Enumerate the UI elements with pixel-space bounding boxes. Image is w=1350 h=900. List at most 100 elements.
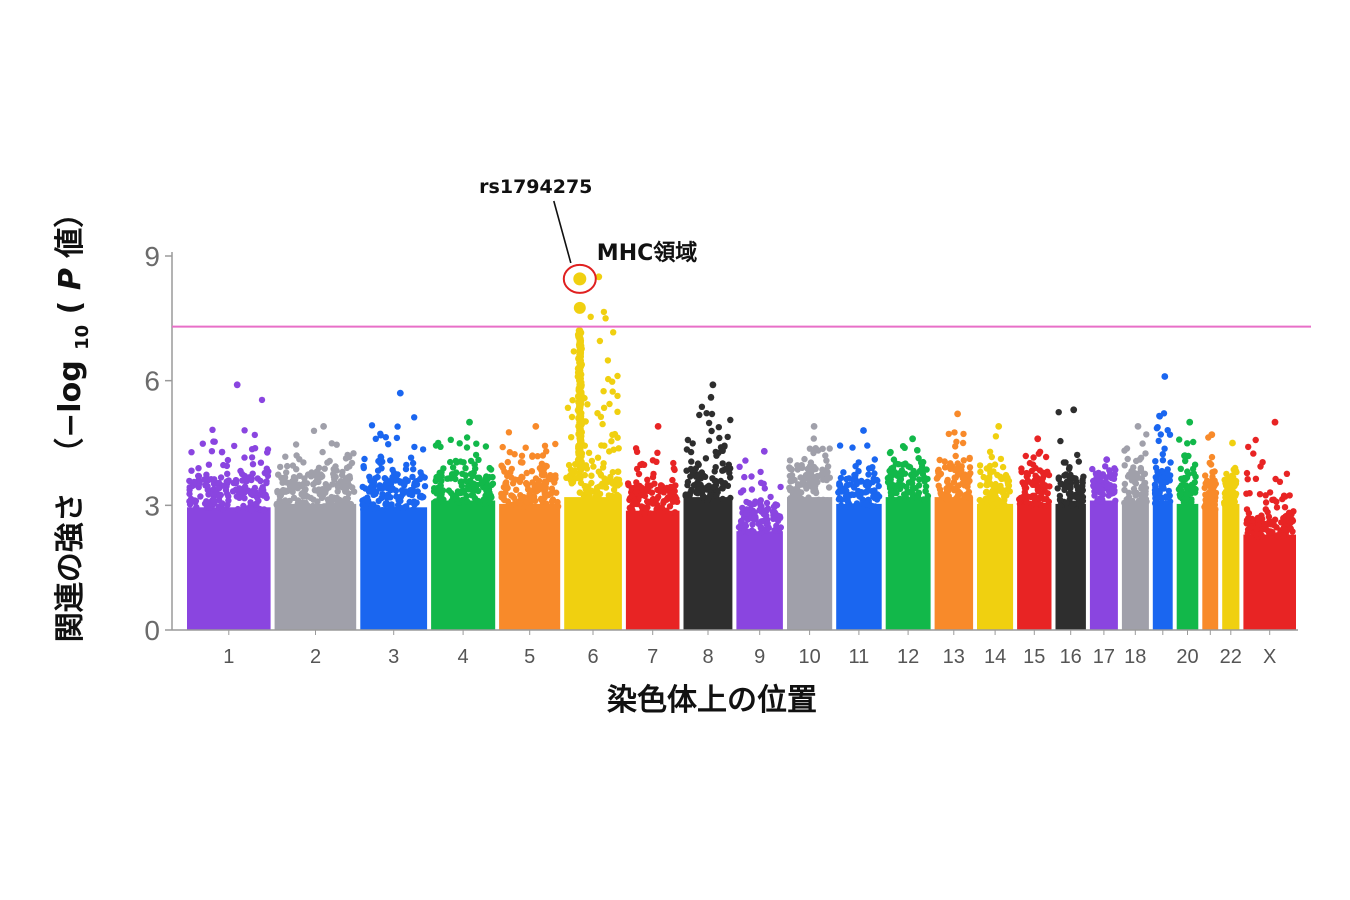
snp-point [462, 477, 469, 485]
snp-point [1162, 494, 1170, 501]
snp-point [1287, 519, 1295, 526]
x-tick-label: 9 [754, 646, 765, 668]
snp-point [1177, 465, 1185, 472]
snp-point [298, 490, 305, 497]
snp-point [683, 446, 691, 453]
x-tick-label: 18 [1124, 646, 1146, 668]
chromosome-6-points [563, 272, 623, 630]
x-tick-label: 5 [524, 646, 535, 668]
snp-point [719, 460, 726, 467]
snp-point [842, 492, 850, 500]
snp-point [417, 469, 424, 476]
snp-point [400, 488, 407, 495]
snp-point [452, 470, 459, 477]
snp-point [387, 457, 394, 464]
snp-point [1024, 493, 1031, 500]
snp-point [905, 488, 913, 496]
snp-point [518, 452, 526, 459]
snp-point [523, 469, 530, 477]
chromosome-20-points [1175, 418, 1199, 630]
snp-point [231, 442, 238, 450]
snp-point [210, 498, 218, 505]
snp-point [701, 473, 709, 480]
snp-point [991, 461, 999, 468]
snp-point [259, 484, 266, 491]
snp-point [993, 500, 1001, 507]
snp-point [644, 476, 651, 483]
y-tick-label: 0 [144, 615, 160, 646]
snp-point [195, 472, 203, 480]
snp-point [794, 462, 801, 469]
chromosome-18-top-snp [1134, 423, 1142, 430]
snp-point [1132, 492, 1139, 499]
snp-point [669, 476, 676, 484]
snp-point [199, 440, 206, 447]
snp-point [868, 487, 876, 495]
snp-point [606, 400, 613, 408]
snp-point [1264, 508, 1271, 516]
snp-point [538, 496, 545, 504]
snp-point [421, 483, 429, 490]
chromosome-3-top-snp [396, 389, 404, 397]
snp-point [1042, 453, 1050, 461]
snp-point [672, 482, 679, 489]
snp-point [238, 470, 246, 478]
snp-point [966, 454, 973, 462]
snp-point [960, 480, 967, 487]
snp-point [823, 457, 830, 464]
snp-point [364, 497, 372, 504]
snp-point [1034, 486, 1042, 494]
snp-point [531, 483, 538, 490]
x-tick-label: 10 [798, 646, 820, 668]
snp-point [542, 503, 549, 510]
snp-point [886, 449, 894, 457]
snp-point [894, 482, 901, 489]
chromosome-X-points [1243, 418, 1297, 630]
chromosome-6-dense-points [564, 497, 622, 630]
snp-point [909, 475, 917, 482]
snp-point [923, 466, 930, 473]
snp-point [472, 465, 479, 472]
snp-point [696, 411, 703, 419]
snp-point [1030, 454, 1037, 461]
snp-point [333, 441, 340, 448]
snp-point [965, 472, 973, 479]
snp-point [304, 493, 311, 500]
snp-point [657, 485, 664, 493]
snp-point [764, 520, 771, 527]
snp-point [403, 503, 410, 510]
snp-point [649, 473, 657, 481]
snp-point [258, 396, 266, 404]
snp-point [413, 481, 421, 488]
snp-point [986, 491, 994, 499]
snp-point [822, 452, 829, 459]
snp-point [334, 488, 341, 495]
snp-point [282, 497, 289, 504]
snp-point [277, 492, 284, 499]
snp-point [346, 453, 353, 461]
chromosome-2-top-snp [320, 423, 327, 430]
y-axis-title-subscript: 10 [72, 325, 93, 350]
snp-point [1160, 410, 1168, 417]
snp-point [315, 486, 323, 493]
chromosome-16-dense-points [1055, 503, 1086, 630]
snp-point [209, 426, 216, 433]
snp-point [375, 497, 382, 505]
snp-point [716, 434, 723, 442]
snp-point [409, 473, 416, 481]
snp-point [1055, 409, 1062, 416]
chromosome-13-points [933, 410, 974, 630]
snp-point [720, 480, 727, 488]
snp-point [805, 469, 813, 476]
snp-point [707, 394, 715, 401]
snp-point [1104, 483, 1111, 490]
snp-point [893, 489, 900, 497]
snp-point [982, 495, 989, 503]
snp-point [787, 495, 794, 502]
snp-point [639, 460, 646, 468]
y-axis-title-italic: P [53, 268, 88, 290]
snp-point [581, 482, 588, 490]
snp-point [430, 488, 438, 495]
snp-point [1207, 493, 1214, 501]
